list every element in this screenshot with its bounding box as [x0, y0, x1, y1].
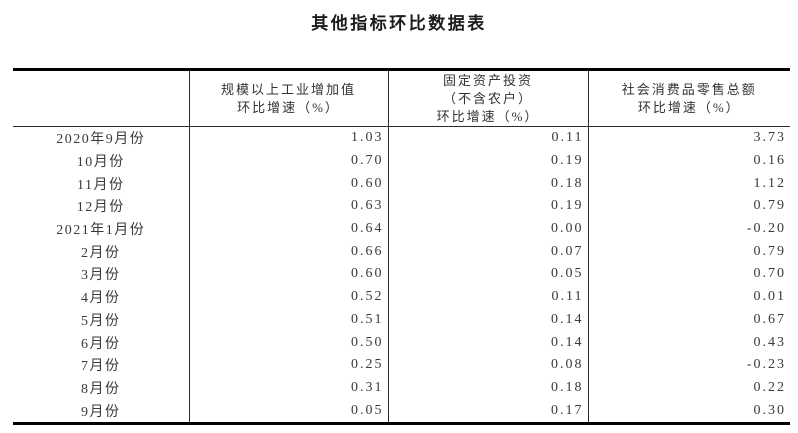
table-row: 2021年1月份 0.64 0.00 -0.20 [13, 217, 790, 241]
retail-value-cell: -0.23 [587, 353, 790, 377]
industrial-value-cell: 0.60 [188, 172, 388, 196]
retail-value-cell: 0.22 [587, 376, 790, 400]
period-cell: 5月份 [81, 313, 121, 329]
investment-value-cell: 0.18 [387, 376, 588, 400]
investment-value-cell: 0.00 [387, 217, 588, 241]
investment-value-cell: 0.19 [387, 195, 588, 218]
table-row: 9月份 0.05 0.17 0.30 [13, 399, 790, 424]
table-body: 2020年9月份 1.03 0.11 3.73 10月份 0.70 0.19 0… [13, 126, 790, 424]
period-cell: 9月份 [81, 404, 121, 420]
period-cell: 2021年1月份 [56, 223, 146, 239]
period-cell: 11月份 [77, 177, 125, 193]
period-cell: 2月份 [81, 245, 121, 261]
period-cell: 6月份 [81, 336, 121, 352]
industrial-value-cell: 0.51 [188, 308, 388, 332]
period-cell: 7月份 [81, 359, 121, 375]
retail-value-cell: 0.70 [587, 263, 790, 286]
retail-value-cell: 0.16 [587, 149, 790, 173]
header-line: 环比增速（%） [637, 99, 741, 115]
table-header: 规模以上工业增加值 环比增速（%） 固定资产投资 （不含农户） 环比增速（%） … [13, 69, 790, 127]
industrial-value-cell: 0.52 [188, 285, 388, 309]
industrial-value-cell: 0.05 [188, 399, 388, 424]
header-line: 规模以上工业增加值 [220, 81, 356, 97]
investment-value-cell: 0.19 [387, 149, 588, 173]
industrial-value-cell: 1.03 [188, 126, 388, 150]
period-cell: 4月份 [81, 291, 121, 307]
table-row: 4月份 0.52 0.11 0.01 [13, 285, 790, 309]
retail-value-cell: 0.01 [587, 285, 790, 309]
industrial-value-cell: 0.70 [188, 149, 388, 173]
header-line: 环比增速（%） [436, 108, 540, 124]
retail-value-cell: 3.73 [587, 126, 790, 150]
column-header-industrial: 规模以上工业增加值 环比增速（%） [188, 69, 388, 127]
industrial-value-cell: 0.25 [188, 353, 388, 377]
column-header-retail: 社会消费品零售总额 环比增速（%） [587, 69, 790, 127]
investment-value-cell: 0.14 [387, 308, 588, 332]
industrial-value-cell: 0.64 [188, 217, 388, 241]
investment-value-cell: 0.18 [387, 172, 588, 196]
header-line: 环比增速（%） [237, 99, 340, 115]
industrial-value-cell: 0.60 [188, 263, 388, 286]
industrial-value-cell: 0.63 [188, 195, 388, 218]
table-row: 8月份 0.31 0.18 0.22 [13, 376, 790, 400]
column-header-investment: 固定资产投资 （不含农户） 环比增速（%） [387, 69, 588, 127]
table-row: 7月份 0.25 0.08 -0.23 [13, 353, 790, 377]
investment-value-cell: 0.11 [387, 126, 588, 150]
investment-value-cell: 0.05 [387, 263, 588, 286]
period-cell: 12月份 [76, 200, 125, 216]
retail-value-cell: 0.67 [587, 308, 790, 332]
table-row: 11月份 0.60 0.18 1.12 [13, 172, 790, 196]
table-header-row: 规模以上工业增加值 环比增速（%） 固定资产投资 （不含农户） 环比增速（%） … [13, 69, 790, 127]
period-cell: 8月份 [81, 381, 121, 397]
table-row: 2020年9月份 1.03 0.11 3.73 [13, 126, 790, 150]
table-row: 2月份 0.66 0.07 0.79 [13, 240, 790, 264]
investment-value-cell: 0.11 [387, 285, 588, 309]
industrial-value-cell: 0.31 [188, 376, 388, 400]
period-cell: 2020年9月份 [56, 132, 146, 148]
header-line: 社会消费品零售总额 [621, 81, 757, 97]
page-title: 其他指标环比数据表 [311, 14, 487, 33]
header-line: （不含农户） [442, 90, 533, 106]
period-cell: 3月份 [81, 268, 121, 284]
column-header-period [13, 69, 189, 127]
data-table: 规模以上工业增加值 环比增速（%） 固定资产投资 （不含农户） 环比增速（%） … [13, 68, 790, 425]
table-row: 12月份 0.63 0.19 0.79 [13, 195, 790, 218]
retail-value-cell: 0.43 [587, 331, 790, 354]
industrial-value-cell: 0.50 [188, 331, 388, 354]
retail-value-cell: 0.30 [587, 399, 790, 424]
industrial-value-cell: 0.66 [188, 240, 388, 264]
retail-value-cell: -0.20 [587, 217, 790, 241]
retail-value-cell: 1.12 [587, 172, 790, 196]
investment-value-cell: 0.17 [387, 399, 588, 424]
table-row: 6月份 0.50 0.14 0.43 [13, 331, 790, 354]
investment-value-cell: 0.07 [387, 240, 588, 264]
table-row: 5月份 0.51 0.14 0.67 [13, 308, 790, 332]
period-cell: 10月份 [76, 155, 125, 171]
investment-value-cell: 0.14 [387, 331, 588, 354]
investment-value-cell: 0.08 [387, 353, 588, 377]
table-row: 3月份 0.60 0.05 0.70 [13, 263, 790, 286]
header-line: 固定资产投资 [442, 72, 533, 88]
retail-value-cell: 0.79 [587, 195, 790, 218]
table-row: 10月份 0.70 0.19 0.16 [13, 149, 790, 173]
retail-value-cell: 0.79 [587, 240, 790, 264]
